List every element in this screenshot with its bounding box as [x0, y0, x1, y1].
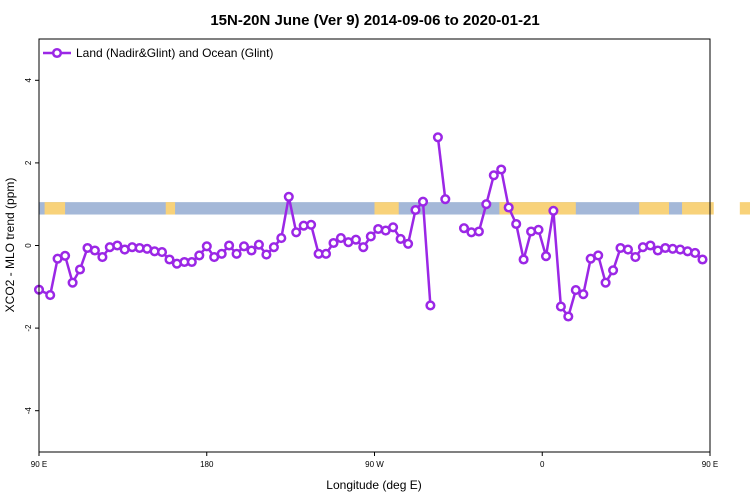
data-point — [388, 222, 399, 233]
data-point — [622, 244, 634, 255]
data-point — [276, 233, 287, 244]
data-point — [488, 170, 499, 181]
x-tick-label: 180 — [200, 460, 214, 469]
data-point — [481, 199, 492, 210]
chart-title: 15N-20N June (Ver 9) 2014-09-06 to 2020-… — [210, 12, 539, 29]
x-tick-label: 90 E — [31, 460, 47, 469]
y-tick-label: -2 — [24, 324, 33, 332]
data-point — [216, 248, 227, 259]
land-band-segment — [44, 202, 66, 215]
data-point — [74, 264, 86, 275]
data-point — [335, 233, 346, 244]
land-band-segment — [682, 202, 714, 215]
data-point — [60, 250, 71, 261]
data-point — [268, 242, 279, 253]
land-ocean-band — [39, 202, 750, 215]
y-tick-label: 0 — [24, 243, 33, 248]
data-point — [67, 277, 78, 288]
data-point — [156, 247, 168, 258]
data-point — [112, 240, 123, 251]
data-point — [306, 219, 317, 230]
data-point — [358, 242, 369, 253]
data-point — [503, 202, 514, 213]
data-point — [563, 311, 574, 322]
data-point — [403, 238, 414, 249]
legend-entry-label: Land (Nadir&Glint) and Ocean (Glint) — [76, 46, 273, 60]
land-band-segment — [374, 202, 399, 215]
x-axis-label: Longitude (deg E) — [326, 478, 421, 492]
data-point — [201, 241, 212, 252]
data-point — [645, 240, 656, 251]
plot-area — [33, 132, 750, 322]
data-point — [186, 256, 197, 268]
data-point — [548, 205, 559, 216]
series-line-segment — [436, 137, 447, 200]
legend-marker-swatch — [51, 47, 63, 59]
data-point — [224, 240, 235, 251]
data-point — [365, 231, 376, 242]
data-point — [425, 300, 436, 311]
data-point — [261, 249, 272, 260]
data-point — [608, 265, 619, 276]
data-point — [410, 204, 421, 216]
land-band-segment — [165, 202, 176, 215]
data-point — [578, 289, 589, 300]
data-point — [570, 285, 581, 296]
series-points — [33, 132, 708, 322]
data-point — [231, 248, 242, 259]
data-point — [194, 250, 205, 261]
data-point — [533, 224, 544, 235]
legend: Land (Nadir&Glint) and Ocean (Glint) — [43, 46, 273, 60]
data-point — [555, 301, 566, 312]
data-point — [432, 132, 443, 143]
data-point — [328, 237, 339, 249]
data-point — [473, 226, 484, 237]
data-point — [97, 252, 108, 263]
y-axis-ticks: -4 -2 0 2 4 — [24, 78, 39, 415]
data-point — [253, 239, 264, 250]
data-point — [690, 247, 701, 258]
data-point — [593, 250, 604, 261]
data-point — [45, 290, 56, 301]
data-point — [350, 234, 361, 245]
data-point — [600, 277, 611, 288]
data-point — [496, 164, 507, 175]
data-point — [417, 196, 429, 207]
data-point — [511, 218, 522, 230]
data-point — [440, 194, 451, 205]
x-axis-ticks: 90 E 180 90 W 0 90 E — [31, 452, 718, 469]
data-point — [395, 233, 406, 244]
data-point — [320, 248, 332, 259]
data-point — [540, 251, 552, 262]
y-tick-label: -4 — [24, 407, 33, 415]
data-point — [164, 254, 175, 265]
y-tick-label: 2 — [24, 160, 33, 165]
data-point — [630, 252, 641, 263]
data-point — [458, 223, 470, 234]
x-tick-label: 90 W — [365, 460, 384, 469]
data-point — [238, 241, 250, 252]
land-band-segment — [639, 202, 669, 215]
x-tick-label: 90 E — [702, 460, 718, 469]
data-point — [697, 254, 708, 265]
data-point — [291, 227, 302, 238]
y-axis-label: XCO2 - MLO trend (ppm) — [3, 178, 17, 313]
data-point — [518, 254, 529, 265]
y-tick-label: 4 — [24, 78, 33, 83]
data-point — [246, 245, 257, 256]
series-lines — [38, 137, 704, 318]
land-band-segment — [739, 202, 750, 215]
x-tick-label: 0 — [540, 460, 545, 469]
data-point — [283, 191, 294, 202]
data-point — [89, 245, 100, 256]
